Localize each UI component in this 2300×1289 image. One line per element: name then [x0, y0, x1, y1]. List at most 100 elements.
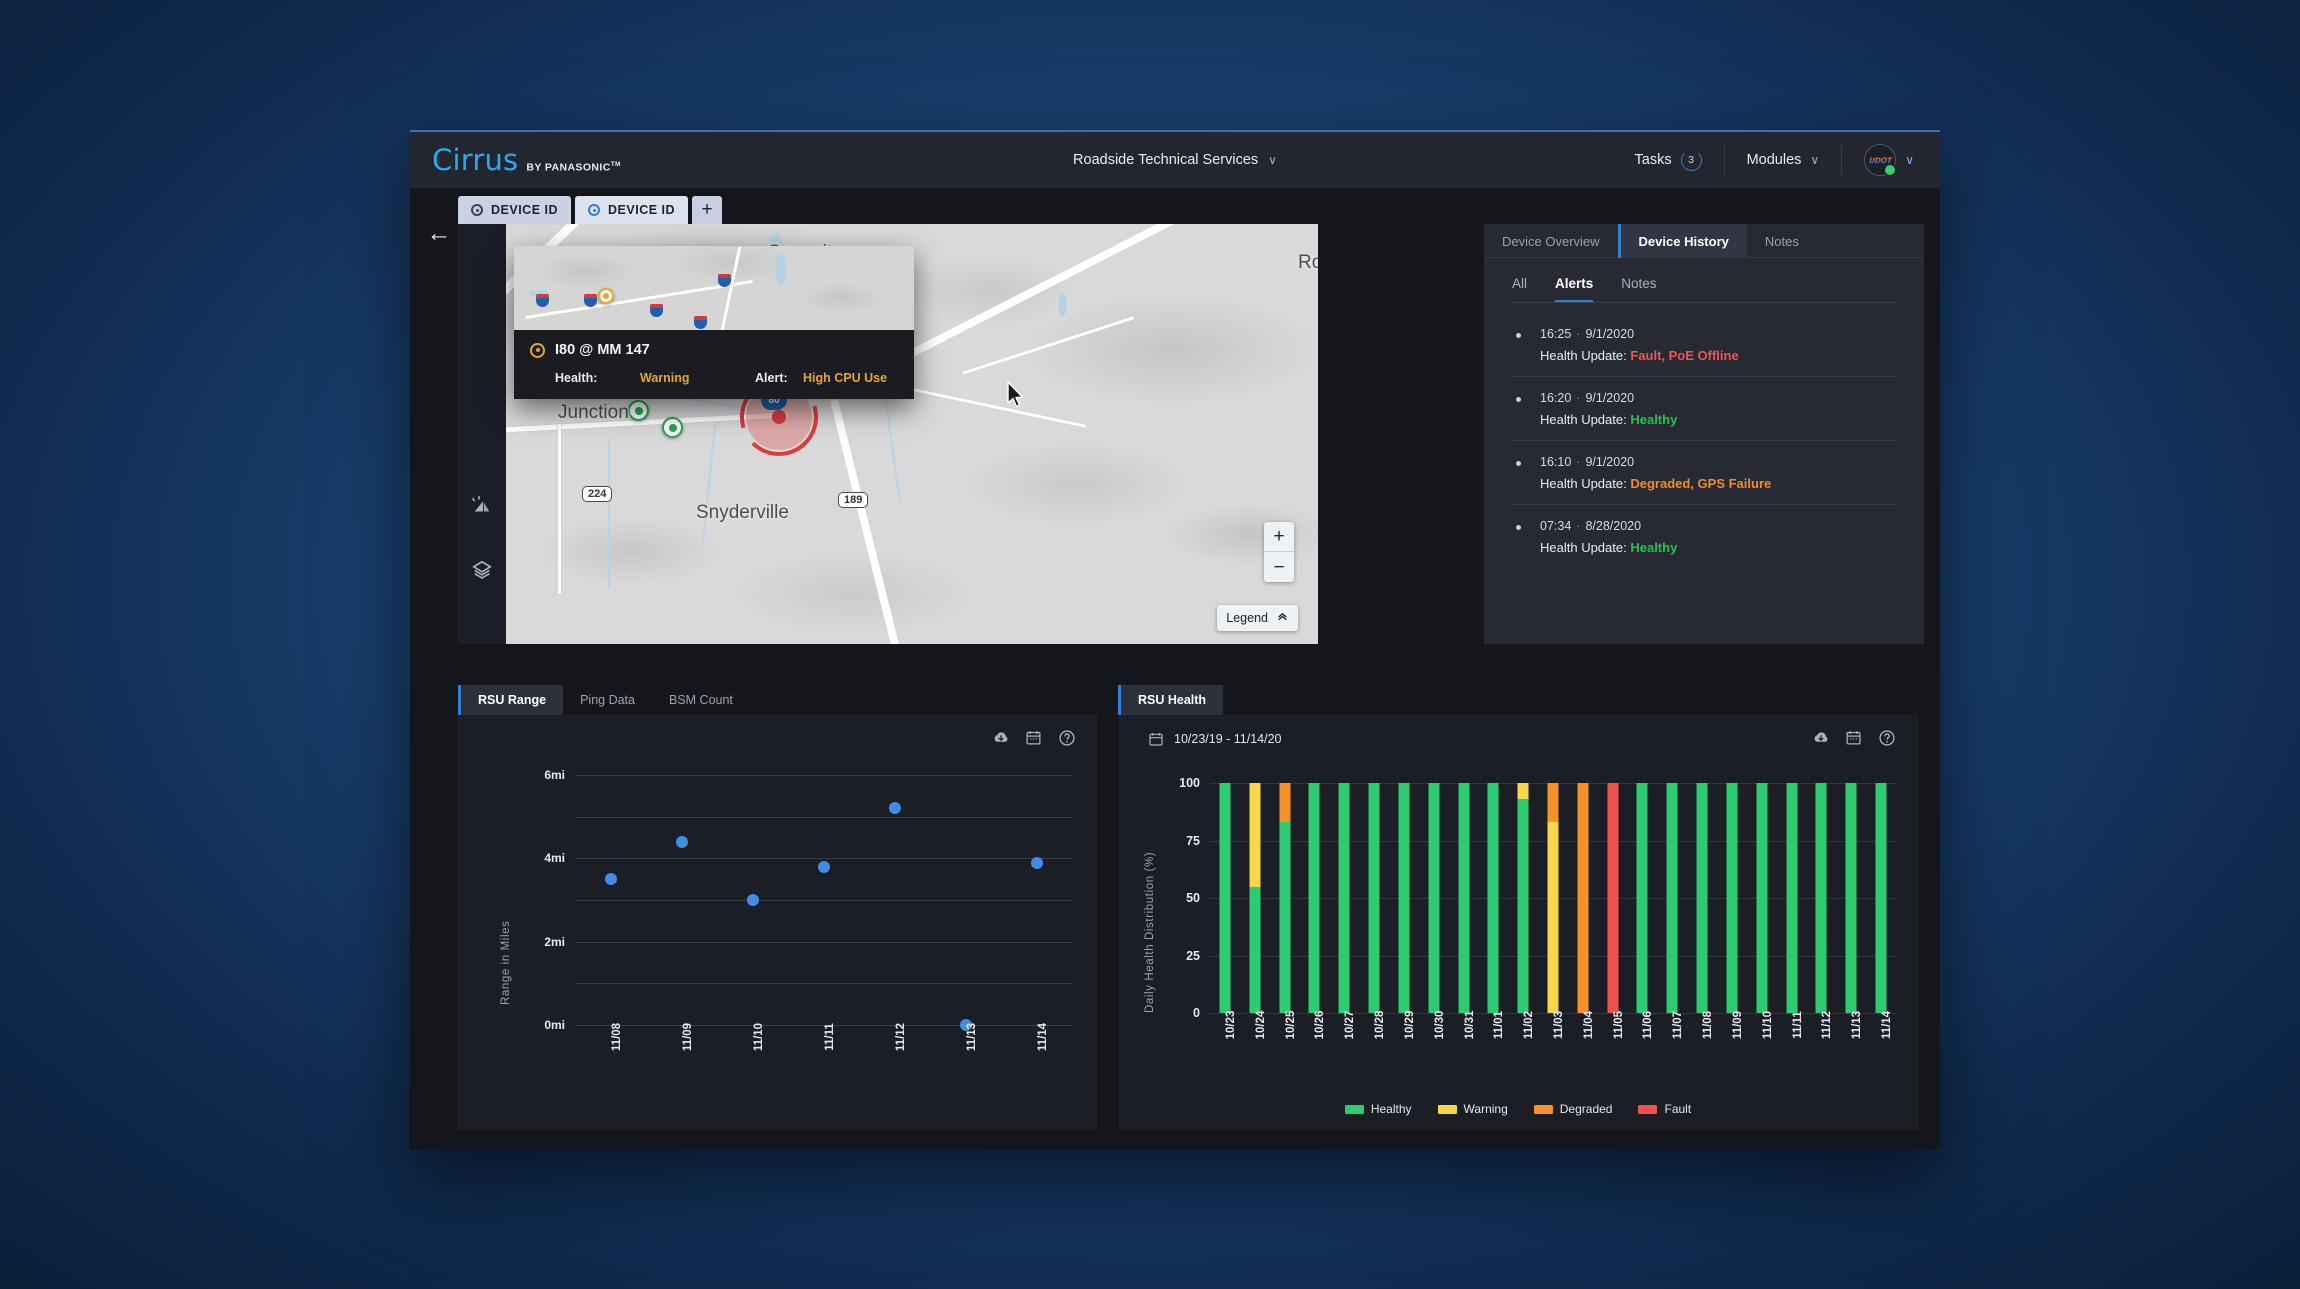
x-tick-label: 11/04 [1582, 1010, 1595, 1040]
calendar-icon [1148, 731, 1164, 747]
zoom-in-button[interactable]: + [1264, 522, 1294, 552]
cloud-download-icon[interactable] [1812, 729, 1830, 747]
bar-10-23[interactable] [1219, 783, 1231, 1013]
data-point[interactable] [747, 894, 760, 906]
bar-11-04[interactable] [1577, 783, 1589, 1013]
brand-logo[interactable]: Cirrus BY PANASONICTM [432, 143, 621, 177]
bar-11-12[interactable] [1815, 783, 1827, 1013]
history-entry[interactable]: 16:20 · 9/1/2020 Health Update: Healthy [1512, 377, 1896, 441]
x-tick-label: 10/30 [1433, 1010, 1446, 1040]
bar-10-28[interactable] [1368, 783, 1380, 1013]
bar-segment-healthy [1398, 783, 1410, 1013]
bar-11-08[interactable] [1696, 783, 1708, 1013]
modules-label: Modules [1746, 152, 1802, 168]
help-icon[interactable] [1058, 729, 1076, 747]
data-point[interactable] [959, 1019, 972, 1031]
map-marker-healthy[interactable] [662, 417, 683, 438]
bar-11-11[interactable] [1786, 783, 1798, 1013]
history-subtab-bar: All Alerts Notes [1484, 258, 1924, 302]
device-tab-1[interactable]: DEVICE ID [458, 196, 572, 224]
bar-11-05[interactable] [1607, 783, 1619, 1013]
gridline [1210, 1013, 1896, 1014]
bar-10-31[interactable] [1458, 783, 1470, 1013]
map-panel[interactable]: 80 224 189 Summit Ro Kimball Junction Sn… [458, 224, 1318, 644]
map-marker-healthy[interactable] [628, 400, 649, 421]
tab-bsm-count[interactable]: BSM Count [668, 693, 733, 707]
add-device-tab-button[interactable]: + [692, 196, 723, 224]
range-scatter-plot: 6mi 4mi 2mi 0mi 11/08 11/09 11/10 11/11 [544, 768, 1072, 1051]
data-point[interactable] [676, 835, 689, 848]
health-date-range-picker[interactable]: 10/23/19 - 11/14/20 [1148, 731, 1282, 747]
bar-11-13[interactable] [1845, 783, 1857, 1013]
organization-selector[interactable]: Roadside Technical Services ∨ [1073, 152, 1277, 168]
tasks-button[interactable]: Tasks 3 [1613, 145, 1725, 175]
bar-10-25[interactable] [1279, 783, 1291, 1013]
data-point[interactable] [1030, 856, 1043, 869]
map-legend-toggle[interactable]: Legend [1217, 605, 1298, 631]
subtab-notes[interactable]: Notes [1621, 276, 1657, 291]
bar-11-01[interactable] [1487, 783, 1499, 1013]
help-icon[interactable] [1878, 729, 1896, 747]
back-button[interactable]: ← [426, 218, 452, 247]
subtab-alerts[interactable]: Alerts [1555, 276, 1594, 302]
avatar: UDOT [1864, 144, 1897, 176]
mouse-cursor [1006, 381, 1026, 414]
history-message: Health Update: Degraded, GPS Failure [1540, 476, 1772, 491]
tab-ping-data[interactable]: Ping Data [580, 693, 635, 707]
calendar-icon[interactable] [1845, 729, 1863, 747]
bar-11-02[interactable] [1517, 783, 1529, 1013]
legend-item-fault[interactable]: Fault [1638, 1102, 1691, 1116]
layers-icon[interactable] [466, 554, 498, 586]
zoom-out-button[interactable]: − [1273, 556, 1285, 578]
history-message: Health Update: Healthy [1540, 412, 1678, 427]
popup-interstate-shield [536, 294, 549, 307]
broadcast-off-icon[interactable] [466, 490, 498, 522]
bar-10-27[interactable] [1338, 783, 1350, 1013]
subtab-all[interactable]: All [1512, 276, 1528, 291]
x-tick-label: 10/25 [1284, 1010, 1297, 1040]
x-tick-label: 11/03 [1553, 1010, 1565, 1040]
gridline [576, 941, 1072, 943]
history-entry[interactable]: 16:10 · 9/1/2020 Health Update: Degraded, … [1512, 441, 1896, 505]
bar-10-30[interactable] [1428, 783, 1440, 1013]
user-account-menu[interactable]: UDOT ∨ [1842, 144, 1940, 176]
legend-item-healthy[interactable]: Healthy [1344, 1102, 1412, 1116]
history-entry[interactable]: 07:34 · 8/28/2020 Health Update: Healthy [1512, 505, 1896, 568]
bar-11-03[interactable] [1547, 783, 1559, 1013]
bar-10-29[interactable] [1398, 783, 1410, 1013]
device-map-popup[interactable]: I80 @ MM 147 Health: Warning Alert: High… [514, 246, 914, 399]
tab-device-history[interactable]: Device History [1617, 224, 1747, 258]
bar-11-14[interactable] [1875, 783, 1887, 1013]
bar-11-07[interactable] [1666, 783, 1678, 1013]
x-tick-label: 10/28 [1374, 1010, 1387, 1040]
cloud-download-icon[interactable] [992, 729, 1010, 747]
data-point[interactable] [818, 860, 830, 873]
y-tick-label: 0 [1193, 1006, 1200, 1020]
bar-10-24[interactable] [1249, 783, 1261, 1013]
modules-menu[interactable]: Modules ∨ [1725, 145, 1843, 175]
bar-11-06[interactable] [1636, 783, 1648, 1013]
legend-item-warning[interactable]: Warning [1437, 1102, 1508, 1116]
bar-10-26[interactable] [1308, 783, 1320, 1013]
popup-device-name: I80 @ MM 147 [555, 342, 650, 358]
calendar-icon[interactable] [1025, 729, 1043, 747]
tab-rsu-health[interactable]: RSU Health [1118, 685, 1224, 715]
y-tick-label: 75 [1186, 833, 1200, 848]
bar-11-09[interactable] [1726, 783, 1738, 1013]
rsu-center-marker[interactable] [772, 410, 786, 424]
tab-notes[interactable]: Notes [1764, 233, 1799, 249]
y-tick-label: 0mi [544, 1018, 565, 1032]
tab-rsu-range[interactable]: RSU Range [458, 685, 564, 715]
device-tab-2[interactable]: DEVICE ID [575, 196, 689, 224]
history-entry[interactable]: 16:25 · 9/1/2020 Health Update: Fault, PoE… [1512, 313, 1896, 377]
tab-device-overview[interactable]: Device Overview [1502, 233, 1600, 249]
map-zoom-controls: + − [1264, 522, 1294, 582]
popup-health-label: Health: [555, 371, 598, 385]
top-navigation-actions: Tasks 3 Modules ∨ UDOT ∨ [1613, 132, 1940, 188]
legend-item-degraded[interactable]: Degraded [1533, 1102, 1612, 1116]
data-point[interactable] [605, 873, 618, 886]
device-detail-panel: Device Overview Device History Notes All… [1484, 224, 1924, 644]
data-point[interactable] [888, 802, 901, 815]
x-tick-label: 10/31 [1463, 1010, 1476, 1040]
bar-11-10[interactable] [1756, 783, 1768, 1013]
